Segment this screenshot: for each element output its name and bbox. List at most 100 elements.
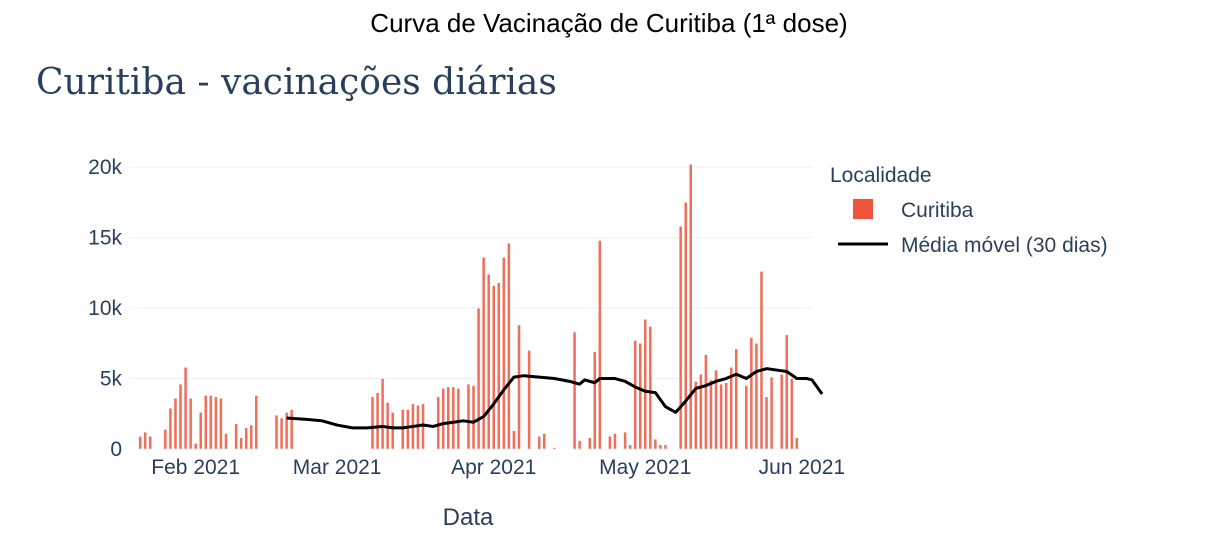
bar[interactable] — [274, 414, 279, 450]
x-tick-label: Apr 2021 — [451, 456, 536, 479]
bar[interactable] — [370, 396, 375, 450]
bar[interactable] — [466, 383, 471, 450]
bar[interactable] — [795, 437, 799, 450]
bar[interactable] — [219, 398, 223, 450]
x-tick-label: Mar 2021 — [293, 456, 382, 479]
bar[interactable] — [168, 407, 173, 450]
bar[interactable] — [289, 409, 294, 450]
bar[interactable] — [709, 379, 713, 450]
bar[interactable] — [224, 433, 228, 450]
bar[interactable] — [188, 398, 193, 450]
legend-label-moving-average[interactable]: Média móvel (30 dias) — [901, 234, 1108, 257]
bar[interactable] — [143, 431, 147, 450]
bar[interactable] — [769, 376, 774, 450]
bar[interactable] — [406, 409, 410, 450]
x-tick-label: Feb 2021 — [151, 456, 240, 479]
bar[interactable] — [572, 331, 577, 450]
bar[interactable] — [744, 385, 749, 450]
bar[interactable] — [193, 443, 198, 450]
bar[interactable] — [209, 395, 213, 450]
bar[interactable] — [784, 334, 789, 450]
bar[interactable] — [375, 392, 380, 450]
bar[interactable] — [613, 433, 617, 450]
x-axis-ticks: Feb 2021 Mar 2021 Apr 2021 May 2021 Jun 2021 — [151, 456, 845, 479]
bar[interactable] — [284, 412, 289, 450]
line-series-moving-average — [286, 367, 824, 430]
bar[interactable] — [491, 285, 496, 450]
bar[interactable] — [658, 444, 663, 450]
bar[interactable] — [643, 319, 648, 450]
bar[interactable] — [436, 396, 440, 450]
bar[interactable] — [390, 412, 395, 450]
bar[interactable] — [729, 367, 733, 450]
bar[interactable] — [759, 271, 764, 450]
grid-lines — [130, 166, 812, 380]
bar[interactable] — [779, 374, 784, 450]
bar[interactable] — [628, 444, 632, 450]
bar[interactable] — [648, 326, 653, 450]
bar[interactable] — [148, 436, 152, 450]
bar[interactable] — [244, 427, 248, 450]
bar[interactable] — [663, 444, 668, 450]
bar[interactable] — [653, 438, 658, 450]
moving-average-line[interactable] — [286, 367, 824, 430]
bar[interactable] — [471, 385, 476, 450]
bar[interactable] — [279, 417, 284, 450]
bar[interactable] — [790, 378, 794, 450]
bar[interactable] — [694, 381, 698, 450]
bar[interactable] — [173, 398, 178, 450]
bar[interactable] — [517, 324, 521, 450]
bar[interactable] — [163, 429, 168, 450]
bar[interactable] — [683, 202, 688, 450]
bar[interactable] — [699, 374, 703, 450]
bar[interactable] — [507, 242, 511, 450]
bar[interactable] — [178, 383, 183, 450]
bar[interactable] — [608, 436, 612, 450]
bar[interactable] — [734, 348, 738, 450]
bar[interactable] — [542, 433, 547, 450]
bar[interactable] — [239, 437, 243, 450]
legend[interactable]: Localidade Curitiba Média móvel (30 dias… — [830, 164, 1108, 257]
bar[interactable] — [704, 354, 708, 450]
bar[interactable] — [502, 257, 506, 450]
bar[interactable] — [623, 431, 627, 450]
bar[interactable] — [451, 386, 456, 450]
bar[interactable] — [497, 282, 501, 450]
bar[interactable] — [234, 423, 238, 450]
bar[interactable] — [456, 388, 461, 450]
bar[interactable] — [678, 226, 683, 450]
bar[interactable] — [714, 369, 718, 450]
bar[interactable] — [527, 350, 531, 450]
bar[interactable] — [512, 430, 516, 450]
bar[interactable] — [719, 383, 723, 450]
bar[interactable] — [204, 395, 208, 450]
bar[interactable] — [249, 424, 254, 450]
bar[interactable] — [486, 273, 491, 450]
bar[interactable] — [754, 343, 759, 450]
bar[interactable] — [481, 257, 486, 450]
bar[interactable] — [593, 351, 597, 450]
bar[interactable] — [749, 337, 754, 450]
bar[interactable] — [214, 396, 218, 450]
bar[interactable] — [688, 164, 693, 450]
bar[interactable] — [764, 396, 769, 450]
bar[interactable] — [380, 378, 385, 450]
bar[interactable] — [724, 382, 728, 450]
bar[interactable] — [446, 386, 451, 450]
bar[interactable] — [254, 395, 259, 450]
bar[interactable] — [638, 343, 642, 450]
bar[interactable] — [577, 440, 582, 450]
bar[interactable] — [587, 437, 592, 450]
bar[interactable] — [537, 436, 541, 450]
bar[interactable] — [633, 340, 637, 450]
bar[interactable] — [441, 388, 445, 450]
bar[interactable] — [138, 436, 142, 450]
legend-swatch-curitiba[interactable] — [853, 199, 873, 219]
bar[interactable] — [552, 447, 557, 450]
bar[interactable] — [198, 412, 203, 450]
bar[interactable] — [476, 307, 481, 450]
bar[interactable] — [598, 240, 602, 450]
bar[interactable] — [183, 367, 188, 450]
legend-label-curitiba[interactable]: Curitiba — [901, 199, 974, 222]
